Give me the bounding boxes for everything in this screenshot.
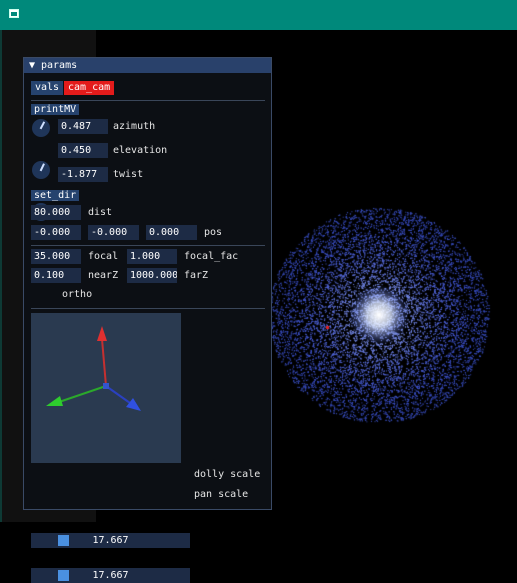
azimuth-label: azimuth	[113, 121, 156, 132]
dolly-scale-slider[interactable]: 17.667	[31, 533, 190, 548]
dist-label: dist	[88, 207, 113, 218]
set-dir-button[interactable]: set_dir	[31, 190, 80, 201]
window-app-icon	[9, 9, 19, 18]
azimuth-field[interactable]: 0.487	[58, 119, 108, 134]
orientation-gizmo[interactable]	[31, 313, 181, 463]
axis-y-arrow	[97, 326, 107, 387]
panel-title: params	[41, 60, 78, 71]
print-mv-button[interactable]: printMV	[31, 104, 80, 115]
window-frame-left	[0, 30, 2, 522]
separator	[31, 308, 265, 309]
pan-scale-value: 17.667	[92, 570, 129, 581]
axis-x-arrow	[46, 385, 107, 406]
separator	[31, 245, 265, 246]
tab-vals[interactable]: vals	[31, 81, 64, 95]
elevation-knob[interactable]	[32, 161, 50, 179]
pos-z-field[interactable]: 0.000	[146, 225, 197, 240]
focal-field[interactable]: 35.000	[31, 249, 81, 264]
panel-titlebar[interactable]: ▼ params	[24, 58, 271, 73]
gizmo-origin	[103, 383, 109, 389]
focal-fac-field[interactable]: 1.000	[127, 249, 177, 264]
dist-field[interactable]: 80.000	[31, 205, 81, 220]
ortho-label: ortho	[62, 289, 93, 300]
tab-cam[interactable]: cam_cam	[64, 81, 115, 95]
azimuth-knob[interactable]	[32, 119, 50, 137]
dolly-scale-label: dolly scale	[194, 469, 261, 480]
window-titlebar[interactable]	[0, 0, 517, 30]
dolly-scale-value: 17.667	[92, 535, 129, 546]
twist-field[interactable]: -1.877	[58, 167, 108, 182]
elevation-field[interactable]: 0.450	[58, 143, 108, 158]
twist-label: twist	[113, 169, 144, 180]
pos-x-field[interactable]: -0.000	[31, 225, 81, 240]
farz-field[interactable]: 1000.000	[127, 268, 177, 283]
nearz-label: nearZ	[88, 270, 119, 281]
nearz-field[interactable]: 0.100	[31, 268, 81, 283]
elevation-label: elevation	[113, 145, 168, 156]
pan-scale-label: pan scale	[194, 489, 249, 500]
separator	[31, 100, 265, 101]
focal-label: focal	[88, 251, 119, 262]
focal-fac-label: focal_fac	[184, 251, 239, 262]
collapse-arrow-icon[interactable]: ▼	[29, 60, 36, 71]
pan-scale-slider[interactable]: 17.667	[31, 568, 190, 583]
knob-needle-icon	[39, 163, 45, 172]
farz-label: farZ	[184, 270, 209, 281]
pos-y-field[interactable]: -0.000	[88, 225, 139, 240]
pos-label: pos	[204, 227, 223, 238]
knob-needle-icon	[39, 121, 46, 130]
axis-z-arrow	[105, 385, 141, 411]
